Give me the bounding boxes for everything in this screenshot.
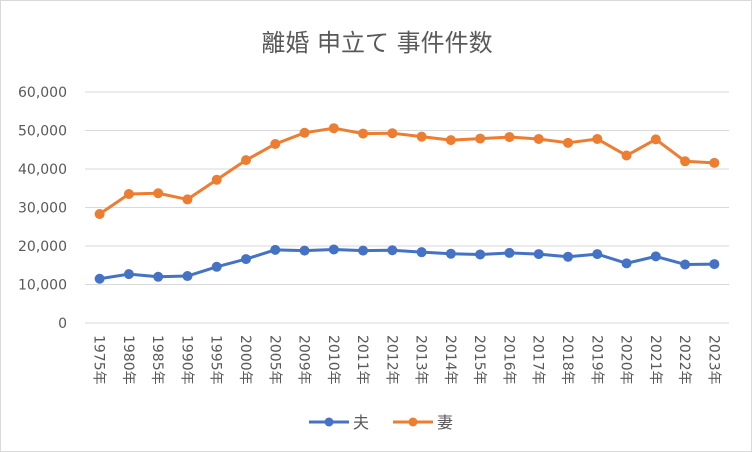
data-point [563, 137, 573, 148]
legend-item: 妻 [393, 413, 453, 432]
data-point [533, 133, 544, 144]
x-tick-label: 2000年 [237, 335, 253, 385]
y-tick-label: 10,000 [18, 278, 67, 294]
data-point [241, 254, 251, 265]
x-tick-label: 2011年 [354, 335, 370, 385]
y-tick-label: 60,000 [18, 85, 67, 101]
data-point [621, 258, 632, 269]
x-tick-label: 2013年 [413, 335, 429, 385]
data-point [299, 127, 310, 138]
data-point [475, 249, 486, 260]
y-tick-label: 50,000 [18, 124, 67, 140]
data-point [621, 150, 632, 161]
x-tick-label: 2015年 [471, 335, 487, 385]
data-point [270, 244, 281, 255]
y-tick-label: 20,000 [18, 239, 67, 255]
x-axis-ticks: 1975年 1980年 1985年 1990年 1995年 2000年 2005年 2009年… [91, 335, 722, 385]
x-tick-label: 2019年 [588, 335, 604, 385]
x-tick-label: 2016年 [500, 335, 516, 385]
data-point [153, 271, 164, 282]
x-tick-label: 2017年 [530, 335, 546, 385]
series [94, 244, 720, 284]
x-tick-label: 2018年 [559, 335, 575, 385]
x-tick-label: 1990年 [178, 335, 194, 385]
data-point [182, 271, 193, 282]
x-tick-label: 2021年 [647, 335, 663, 385]
series-line [98, 126, 715, 216]
data-point [211, 261, 222, 272]
data-point [241, 155, 251, 166]
data-point [445, 135, 456, 146]
data-point [533, 249, 544, 260]
x-tick-label: 2023年 [705, 335, 721, 385]
x-tick-label: 1975年 [91, 335, 107, 385]
data-point [592, 249, 603, 260]
legend-item: 夫 [309, 413, 369, 432]
x-tick-label: 2012年 [383, 335, 399, 385]
data-point [445, 248, 456, 259]
x-tick-label: 2020年 [618, 335, 634, 385]
data-point [123, 189, 134, 200]
legend-label: 夫 [353, 413, 369, 432]
data-point [563, 251, 573, 262]
data-point [358, 245, 369, 256]
data-point [504, 247, 515, 258]
data-point [416, 247, 427, 258]
series [94, 123, 720, 220]
data-point [504, 132, 515, 143]
x-tick-label: 2014年 [442, 335, 458, 385]
data-point [709, 259, 720, 270]
data-point [680, 156, 691, 167]
data-point [592, 133, 603, 144]
data-point [650, 251, 661, 262]
data-point [299, 245, 310, 256]
data-point [211, 174, 222, 185]
x-tick-label: 2009年 [296, 335, 312, 385]
legend: 夫妻 [309, 413, 453, 432]
data-point [182, 194, 193, 205]
data-point [328, 244, 339, 255]
data-point [416, 131, 427, 142]
y-axis-ticks: 0 10,000 20,000 30,000 40,000 50,000 60,000 [18, 85, 67, 332]
data-point [328, 123, 339, 134]
data-point [270, 138, 281, 149]
data-point [709, 157, 720, 168]
legend-marker [408, 417, 418, 427]
data-point [123, 269, 134, 280]
data-point [94, 273, 105, 284]
chart-title: 離婚 申立て 事件件数 [261, 29, 492, 57]
data-point [680, 259, 691, 270]
x-tick-label: 1980年 [120, 335, 136, 385]
data-point [358, 128, 369, 139]
x-tick-label: 2010年 [325, 335, 341, 385]
x-tick-label: 2005年 [266, 335, 282, 385]
x-tick-label: 2022年 [676, 335, 692, 385]
data-point [475, 133, 486, 144]
legend-marker [324, 417, 334, 427]
y-tick-label: 40,000 [18, 162, 67, 178]
x-tick-label: 1985年 [149, 335, 165, 385]
gridlines [85, 91, 729, 324]
series-line [99, 247, 715, 281]
data-point [387, 245, 398, 256]
y-tick-label: 0 [58, 316, 67, 332]
data-point [387, 128, 398, 139]
x-tick-label: 1995年 [208, 335, 224, 385]
data-point [153, 188, 164, 199]
legend-label: 妻 [437, 413, 453, 432]
data-point [650, 134, 661, 145]
series-group [94, 123, 720, 284]
y-tick-label: 30,000 [18, 201, 67, 217]
data-point [94, 209, 105, 220]
